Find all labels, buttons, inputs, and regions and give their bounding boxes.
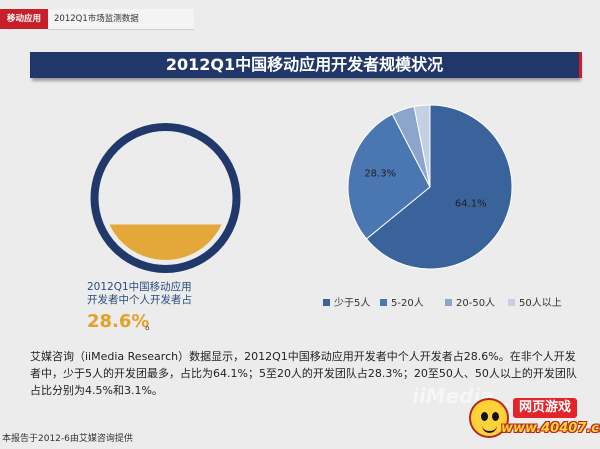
watermark-url: www.40407.com bbox=[501, 421, 600, 436]
section-tag: 移动应用 bbox=[0, 9, 48, 29]
legend-label: 50人以上 bbox=[519, 298, 562, 309]
description-paragraph: 艾媒咨询（iiMedia Research）数据显示，2012Q1中国移动应用开… bbox=[30, 350, 577, 397]
pie-slice-2 bbox=[347, 113, 431, 240]
site-watermark: iiMedia 网页游戏 www.40407.com bbox=[412, 384, 600, 446]
pie-data-label-1: 64.1% bbox=[455, 198, 487, 209]
legend-item-1: 少于5人 bbox=[323, 297, 370, 311]
gauge-caption-line-2: 开发者中个人开发者占 bbox=[87, 294, 192, 306]
gauge-caption-line-1: 2012Q1中国移动应用 bbox=[87, 281, 192, 293]
team-size-pie-chart: 64.1%28.3%4.5%3.1% bbox=[347, 104, 513, 270]
gauge-ring bbox=[90, 123, 241, 273]
gauge-caption: 2012Q1中国移动应用 开发者中个人开发者占 bbox=[87, 281, 267, 307]
top-header: 移动应用 2012Q1市场监测数据 bbox=[0, 0, 600, 38]
footer-credit: 本报告于2012-6由艾媒咨询提供 bbox=[2, 434, 133, 444]
legend-swatch bbox=[323, 298, 330, 306]
breadcrumb: 2012Q1市场监测数据 bbox=[48, 9, 194, 30]
page-title-bar: 2012Q1中国移动应用开发者规模状况 bbox=[30, 52, 582, 78]
pie-slice-4 bbox=[413, 104, 431, 188]
gauge-value-suffix: 。 bbox=[145, 318, 158, 332]
gauge-fill bbox=[109, 224, 222, 260]
personal-developer-gauge bbox=[90, 123, 241, 273]
watermark-title: 网页游戏 bbox=[513, 398, 578, 418]
pie-slice-1 bbox=[365, 104, 513, 270]
pie-legend: 少于5人 5-20人 20-50人 50人以上 bbox=[323, 297, 583, 311]
legend-item-4: 50人以上 bbox=[508, 297, 562, 311]
legend-label: 5-20人 bbox=[391, 298, 424, 309]
legend-item-2: 5-20人 bbox=[380, 297, 424, 311]
legend-label: 少于5人 bbox=[334, 298, 371, 309]
legend-swatch bbox=[445, 298, 452, 306]
title-accent bbox=[579, 52, 582, 78]
mascot-icon bbox=[469, 398, 509, 438]
pie-data-label-2: 28.3% bbox=[364, 169, 396, 180]
legend-label: 20-50人 bbox=[456, 298, 496, 309]
legend-swatch bbox=[380, 298, 387, 306]
page-title: 2012Q1中国移动应用开发者规模状况 bbox=[165, 55, 444, 74]
legend-item-3: 20-50人 bbox=[445, 297, 495, 311]
gauge-value: 28.6% bbox=[87, 311, 150, 332]
legend-swatch bbox=[508, 298, 515, 306]
